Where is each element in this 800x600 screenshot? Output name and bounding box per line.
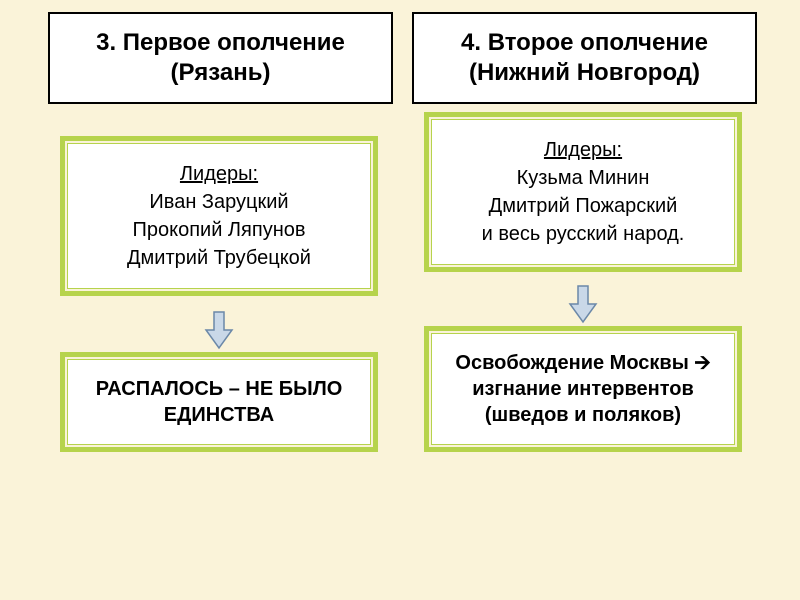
left-leaders-title: Лидеры: [180, 163, 258, 185]
left-header-box: 3. Первое ополчение (Рязань) [48, 12, 393, 104]
right-result-box: Освобождение Москвы 🡪 изгнание интервент… [424, 326, 742, 452]
left-header-line1: 3. Первое ополчение [96, 29, 345, 56]
right-leader-1: Кузьма Минин [517, 167, 650, 189]
left-result-inner: РАСПАЛОСЬ – НЕ БЫЛО ЕДИНСТВА [67, 359, 371, 445]
right-leaders-box: Лидеры: Кузьма Минин Дмитрий Пожарский и… [424, 112, 742, 272]
left-leaders-inner: Лидеры: Иван Заруцкий Прокопий Ляпунов Д… [67, 143, 371, 289]
right-header-line2: (Нижний Новгород) [469, 59, 700, 86]
left-result-box: РАСПАЛОСЬ – НЕ БЫЛО ЕДИНСТВА [60, 352, 378, 452]
right-header-line1: 4. Второе ополчение [461, 29, 708, 56]
left-header-line2: (Рязань) [171, 59, 271, 86]
right-leader-3: и весь русский народ. [482, 223, 685, 245]
right-result-inner: Освобождение Москвы 🡪 изгнание интервент… [431, 333, 735, 445]
down-arrow-icon [568, 284, 598, 324]
left-leaders-box: Лидеры: Иван Заруцкий Прокопий Ляпунов Д… [60, 136, 378, 296]
left-result-line2: ЕДИНСТВА [164, 404, 274, 426]
left-leader-2: Прокопий Ляпунов [132, 219, 305, 241]
right-result-line3: (шведов и поляков) [485, 404, 681, 426]
right-leaders-title: Лидеры: [544, 139, 622, 161]
left-leader-3: Дмитрий Трубецкой [127, 247, 311, 269]
right-result-line2: изгнание интервентов [472, 378, 694, 400]
left-leader-1: Иван Заруцкий [149, 191, 288, 213]
right-header-box: 4. Второе ополчение (Нижний Новгород) [412, 12, 757, 104]
down-arrow-icon [204, 310, 234, 350]
right-leader-2: Дмитрий Пожарский [489, 195, 678, 217]
left-result-line1: РАСПАЛОСЬ – НЕ БЫЛО [96, 378, 343, 400]
right-result-line1: Освобождение Москвы 🡪 [455, 352, 710, 374]
right-leaders-inner: Лидеры: Кузьма Минин Дмитрий Пожарский и… [431, 119, 735, 265]
